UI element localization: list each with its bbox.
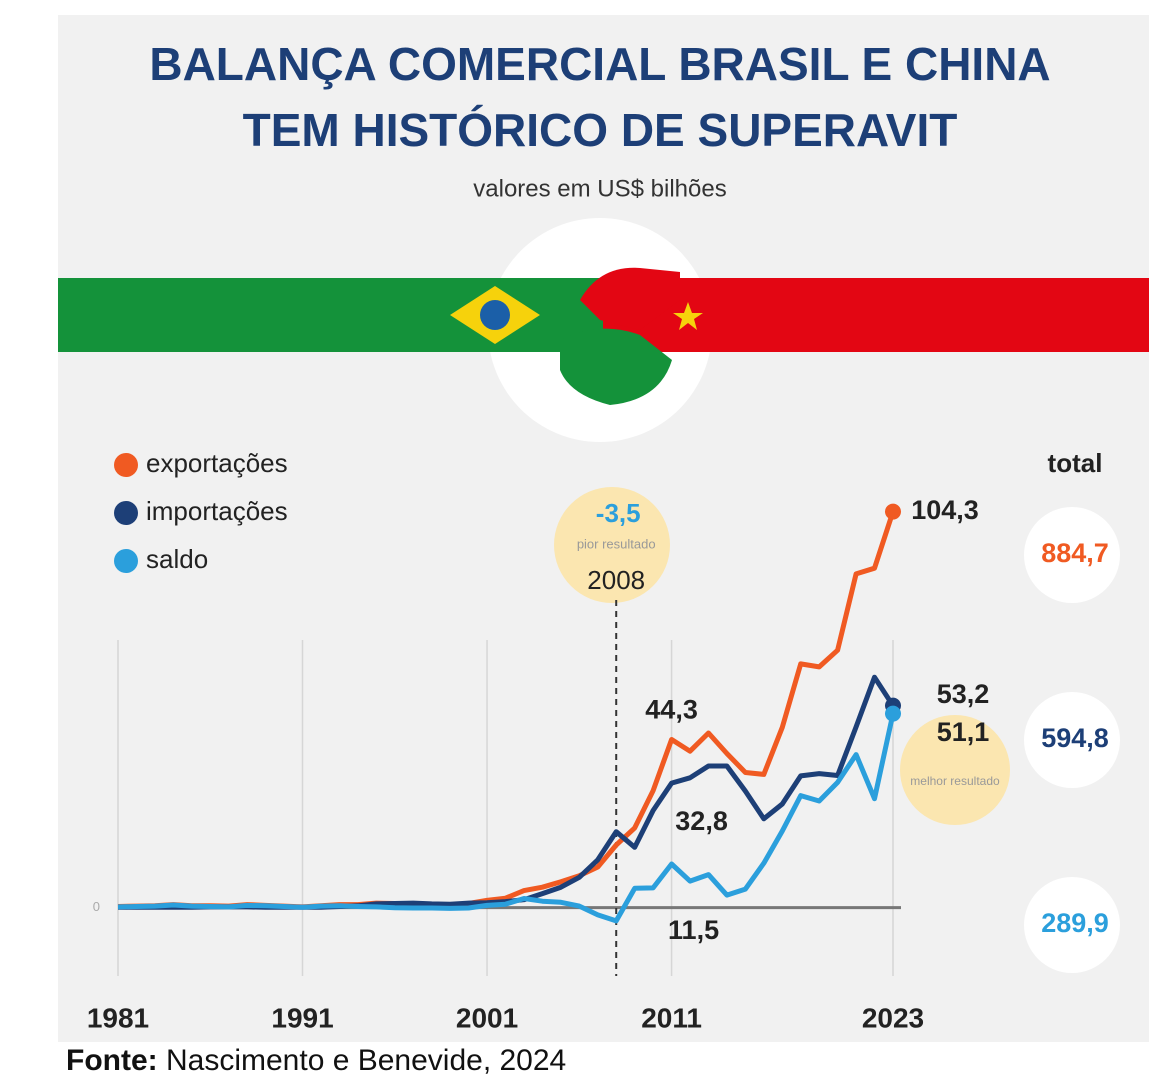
total-title: total [1048, 448, 1103, 478]
series-line [117, 713, 896, 924]
value-label: 53,2 [937, 679, 990, 709]
end-point [885, 705, 901, 722]
china-hand [580, 267, 680, 330]
annotation-year: 2008 [587, 565, 645, 595]
total-value: 289,9 [1041, 908, 1109, 938]
total-value: 594,8 [1041, 723, 1109, 753]
value-label: 32,8 [675, 806, 728, 836]
total-value: 884,7 [1041, 538, 1109, 568]
value-label: 51,1 [937, 717, 990, 747]
china-star [673, 302, 703, 330]
total-circle [1024, 692, 1120, 788]
brazil-hand [560, 328, 672, 405]
chart-title: TEM HISTÓRICO DE SUPERAVIT [243, 104, 958, 156]
legend-marker [114, 549, 138, 573]
value-label: 104,3 [911, 495, 979, 525]
x-tick-label: 2001 [456, 1002, 518, 1033]
value-label: 44,3 [645, 695, 698, 725]
legend-label: importações [146, 496, 288, 526]
legend-label: exportações [146, 448, 288, 478]
brazil-globe [480, 300, 510, 330]
legend-label: saldo [146, 544, 208, 574]
source-label: Fonte: [66, 1044, 158, 1077]
source: Fonte: Nascimento e Benevide, 2024 [66, 1044, 566, 1077]
x-tick-label: 2011 [641, 1002, 702, 1033]
x-tick-label: 1991 [271, 1002, 333, 1033]
best-halo [900, 715, 1010, 825]
annotation-text: pior resultado [577, 536, 656, 551]
source-text: Nascimento e Benevide, 2024 [166, 1044, 566, 1077]
legend-marker [114, 453, 138, 477]
value-label: -3,5 [596, 498, 641, 528]
chart-subtitle: valores em US$ bilhões [473, 175, 726, 202]
x-tick-label: 2023 [862, 1002, 924, 1033]
value-label: 11,5 [668, 915, 719, 945]
end-point [885, 503, 901, 520]
total-circle [1024, 877, 1120, 973]
legend-marker [114, 501, 138, 525]
annotation-text: melhor resultado [910, 774, 1000, 788]
x-tick-label: 1981 [87, 1002, 149, 1033]
worst-halo [554, 487, 670, 603]
y-tick-label: 0 [93, 899, 100, 914]
chart-title: BALANÇA COMERCIAL BRASIL E CHINA [149, 38, 1050, 90]
total-circle [1024, 507, 1120, 603]
